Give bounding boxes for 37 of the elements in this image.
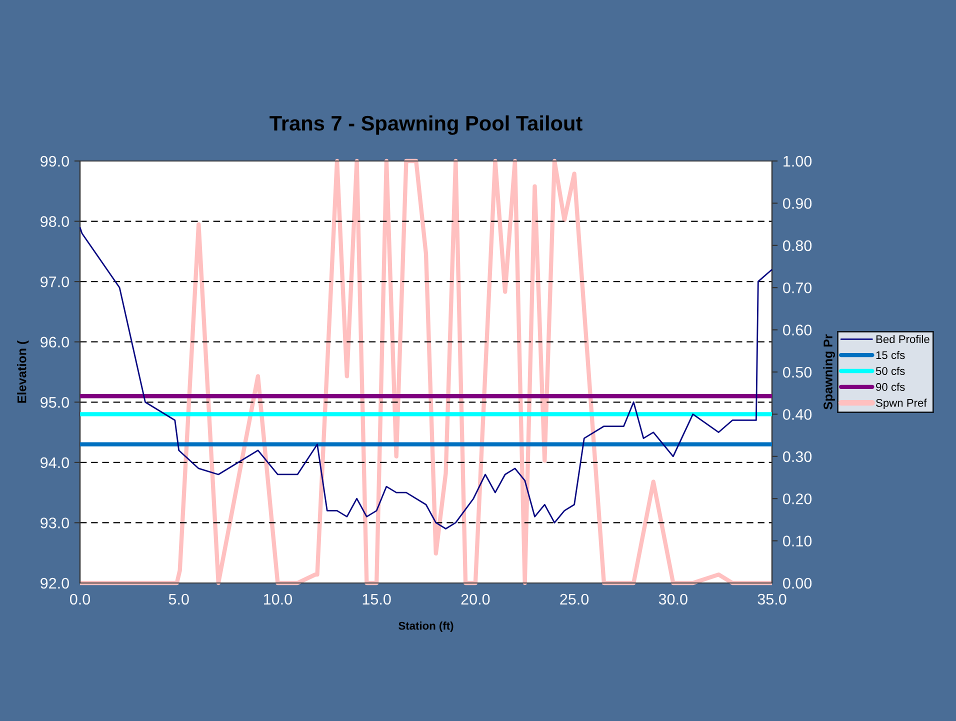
y2-tick-label: 0.30: [783, 451, 812, 462]
y2-tick-label: 1.00: [784, 156, 812, 167]
x-tick-label: 20.0: [461, 594, 490, 605]
legend-label: Bed Profile: [876, 334, 930, 344]
y-tick-label: 94.0: [40, 457, 69, 468]
y2-tick-label: 0.70: [783, 282, 812, 294]
y-tick-label: 95.0: [40, 397, 69, 408]
y-tick-label: 98.0: [40, 216, 69, 227]
y-tick-label: 99.0: [40, 156, 69, 167]
x-tick-label: 25.0: [560, 594, 589, 605]
y2-tick-label: 0.20: [783, 493, 812, 504]
legend-label: 15 cfs: [876, 350, 905, 360]
y2-tick-label: 0.90: [783, 198, 812, 209]
y2-tick-label: 0.50: [783, 366, 812, 378]
legend-label: Spwn Pref: [876, 398, 927, 410]
x-tick-label: 35.0: [758, 594, 786, 605]
y2-tick-label: 0.10: [783, 536, 812, 546]
chart-title: Trans 7 - Spawning Pool Tailout: [270, 115, 582, 135]
line-series: [79, 226, 773, 530]
legend-label: 50 cfs: [876, 366, 905, 375]
x-tick-label: 15.0: [362, 594, 391, 605]
y2-tick-label: 0.80: [783, 240, 812, 252]
y-tick-label: 93.0: [40, 518, 69, 528]
x-tick-label: 30.0: [658, 594, 688, 605]
y2-axis-title: Spawning Pr: [823, 334, 835, 410]
y-tick-label: 96.0: [40, 336, 69, 348]
x-tick-label: 0.0: [70, 594, 90, 605]
y2-tick-label: 0.60: [783, 324, 812, 336]
y-tick-label: 92.0: [40, 578, 69, 589]
y2-tick-label: 0.00: [783, 578, 812, 589]
y-axis-title: Elevation (: [17, 340, 29, 403]
y-tick-label: 97.0: [40, 276, 69, 288]
x-tick-label: 5.0: [168, 594, 189, 605]
y2-tick-label: 0.40: [783, 409, 812, 420]
legend-label: 90 cfs: [876, 382, 905, 391]
x-axis-title: Station (ft): [398, 622, 454, 632]
x-tick-label: 10.0: [264, 594, 292, 605]
